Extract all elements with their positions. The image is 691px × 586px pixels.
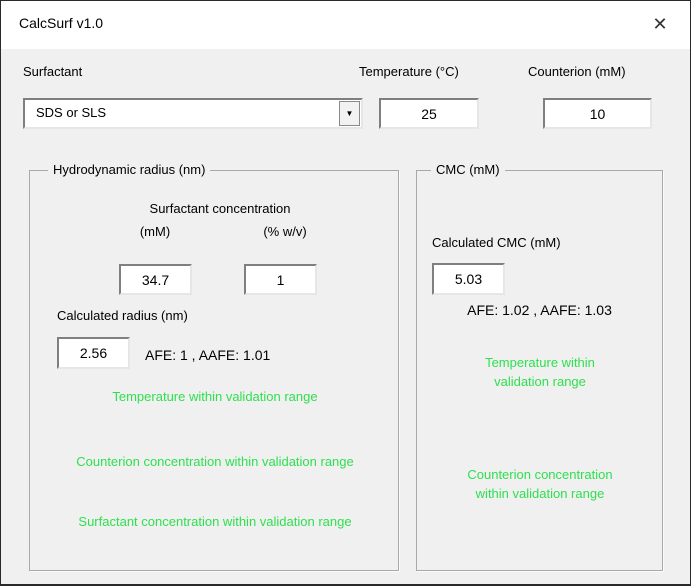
radius-msg-counterion: Counterion concentration within validati…	[76, 454, 354, 469]
radius-afe-text: AFE: 1 , AAFE: 1.01	[145, 347, 271, 363]
cmc-groupbox: CMC (mM) Calculated CMC (mM) AFE: 1.02 ,…	[416, 162, 663, 571]
close-icon: ✕	[652, 14, 668, 34]
calculated-radius-input[interactable]	[57, 337, 130, 369]
titlebar: CalcSurf v1.0 ✕	[1, 1, 690, 49]
surfactant-combobox[interactable]: SDS or SLS ▼	[23, 98, 363, 129]
calculated-cmc-input[interactable]	[432, 263, 505, 295]
close-button[interactable]: ✕	[638, 5, 682, 43]
temperature-label: Temperature (°C)	[359, 64, 459, 79]
surfactant-label: Surfactant	[23, 64, 83, 79]
surfactant-concentration-title: Surfactant concentration	[149, 201, 291, 216]
mm-unit-label: (mM)	[139, 224, 171, 239]
cmc-msg-temperature: Temperature within validation range	[485, 355, 595, 389]
chevron-down-icon: ▼	[345, 108, 354, 118]
dropdown-arrow-button[interactable]: ▼	[339, 101, 360, 126]
wv-unit-label: (% w/v)	[263, 224, 307, 239]
surfactant-combobox-value: SDS or SLS	[36, 105, 107, 120]
calculated-cmc-label: Calculated CMC (mM)	[432, 235, 561, 250]
cmc-msg-counterion: Counterion concentration within validati…	[467, 467, 613, 501]
counterion-label: Counterion (mM)	[528, 64, 626, 79]
concentration-wv-input[interactable]	[244, 264, 317, 295]
cmc-afe-text: AFE: 1.02 , AAFE: 1.03	[467, 302, 612, 318]
concentration-mm-input[interactable]	[119, 264, 192, 295]
radius-groupbox-legend: Hydrodynamic radius (nm)	[48, 162, 211, 177]
counterion-input[interactable]	[543, 98, 652, 129]
calculated-radius-label: Calculated radius (nm)	[57, 308, 188, 323]
radius-msg-temperature: Temperature within validation range	[112, 389, 318, 404]
window-title: CalcSurf v1.0	[19, 15, 104, 31]
cmc-groupbox-legend: CMC (mM)	[431, 162, 505, 177]
radius-msg-surfactant: Surfactant concentration within validati…	[78, 514, 352, 529]
temperature-input[interactable]	[379, 98, 479, 129]
radius-groupbox: Hydrodynamic radius (nm) Surfactant conc…	[29, 162, 399, 571]
